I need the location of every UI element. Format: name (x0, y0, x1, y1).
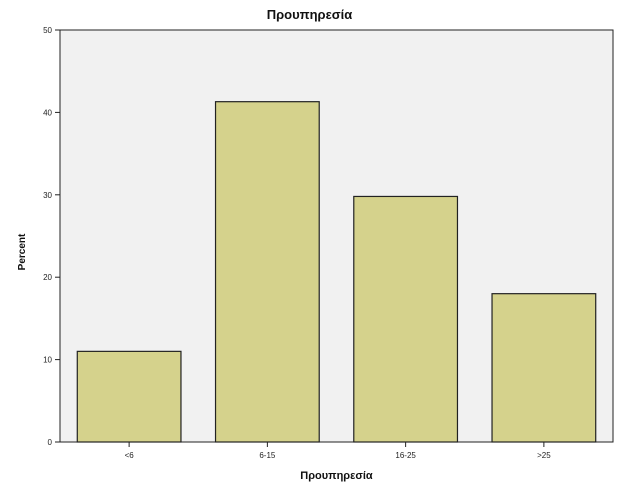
y-tick-label: 0 (48, 438, 53, 447)
y-tick-label: 20 (43, 273, 52, 282)
chart-title: Προυπηρεσία (266, 7, 353, 22)
bar (214, 101, 320, 443)
bar (76, 350, 182, 443)
y-tick-label: 50 (43, 26, 52, 35)
bar (491, 293, 597, 443)
plot-background (59, 29, 614, 443)
x-tick-label: 6-15 (259, 451, 276, 460)
y-axis-label: Percent (17, 233, 28, 271)
x-tick-label: >25 (537, 451, 551, 460)
x-axis-label: Προυπηρεσία (300, 470, 373, 482)
y-tick-label: 10 (43, 356, 52, 365)
y-tick-label: 40 (43, 108, 52, 117)
bar (353, 195, 459, 443)
x-tick-label: <6 (125, 451, 135, 460)
y-tick-label: 30 (43, 191, 52, 200)
x-tick-label: 16-25 (395, 451, 416, 460)
